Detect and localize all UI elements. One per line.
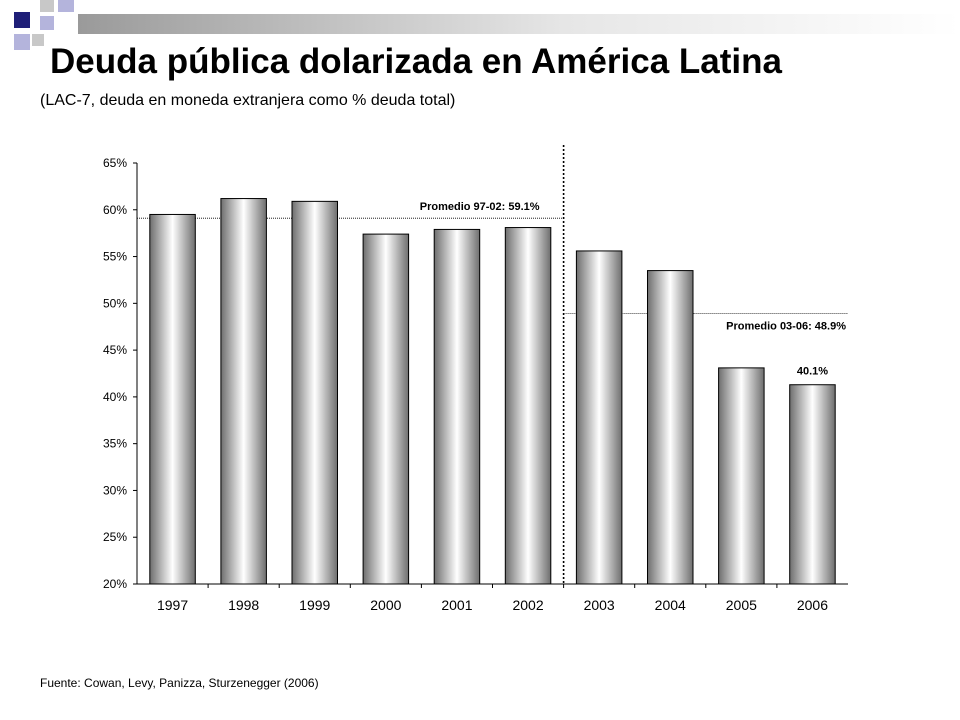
bar (504, 227, 552, 585)
x-tick-label: 2004 (655, 597, 686, 613)
y-tick-label: 45% (103, 343, 127, 357)
decor-gradient-band (78, 14, 960, 34)
bar (575, 250, 623, 585)
bar (646, 270, 694, 585)
bar (433, 228, 481, 585)
data-label: 40.1% (797, 366, 828, 378)
labels: 20% 25% 30% 35% 40% 45% 50% 55% 60% 65% 1997 1998 19… (103, 156, 846, 613)
average-label: Promedio 03-06: 48.9% (726, 321, 846, 333)
decor-square-light-mid (40, 16, 54, 30)
y-tick-label: 65% (103, 156, 127, 170)
x-tick-label: 1998 (228, 597, 259, 613)
x-tick-label: 2002 (512, 597, 543, 613)
decor-square-navy (14, 12, 30, 28)
y-tick-label: 25% (103, 530, 127, 544)
bar-chart: 20% 25% 30% 35% 40% 45% 50% 55% 60% 65% 1997 1998 19… (103, 145, 848, 613)
corner-decoration (14, 0, 74, 50)
y-tick-label: 60% (103, 203, 127, 217)
average-label: Promedio 97-02: 59.1% (420, 201, 540, 213)
y-tick-label: 20% (103, 577, 127, 591)
decor-square-light-left (14, 34, 30, 50)
y-tick-label: 35% (103, 437, 127, 451)
bar (718, 367, 765, 585)
decor-square-gray-top (40, 0, 54, 12)
x-tick-label: 2005 (726, 597, 757, 613)
bar (149, 213, 196, 585)
bar (362, 233, 410, 585)
source-note: Fuente: Cowan, Levy, Panizza, Sturzenegg… (40, 676, 319, 690)
y-tick-label: 55% (103, 250, 127, 264)
bar (789, 384, 836, 585)
x-tick-label: 1999 (299, 597, 330, 613)
page-title: Deuda pública dolarizada en América Lati… (50, 42, 782, 81)
page-subtitle: (LAC-7, deuda en moneda extranjera como … (40, 92, 456, 109)
x-tick-label: 2000 (370, 597, 401, 613)
y-tick-label: 40% (103, 390, 127, 404)
decor-square-light-top (58, 0, 74, 12)
x-tick-label: 2001 (441, 597, 472, 613)
x-tick-label: 2006 (797, 597, 828, 613)
decor-square-gray-mid (32, 34, 44, 46)
bar (291, 200, 339, 585)
y-tick-label: 30% (103, 483, 127, 497)
x-tick-label: 2003 (584, 597, 615, 613)
bars (149, 198, 836, 585)
bar (220, 198, 267, 585)
reference-lines (137, 145, 848, 584)
y-tick-label: 50% (103, 296, 127, 310)
x-tick-label: 1997 (157, 597, 188, 613)
